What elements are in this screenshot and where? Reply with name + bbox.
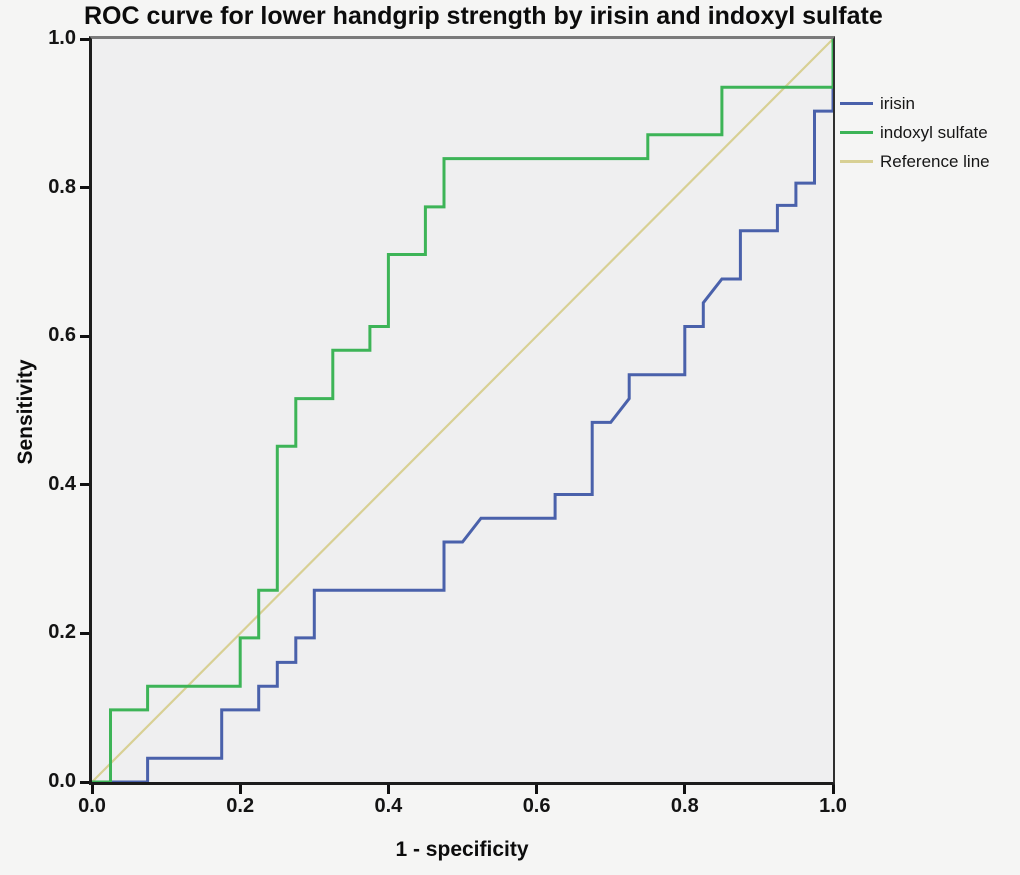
y-tick-label: 0.6	[48, 324, 76, 347]
y-tick-label: 1.0	[48, 27, 76, 49]
x-tick-label: 0.6	[522, 795, 551, 817]
x-tick-label: 0.0	[78, 795, 106, 817]
y-tick-label: 0.2	[48, 621, 76, 644]
y-tick-mark	[80, 37, 89, 41]
y-tick-mark	[80, 186, 89, 190]
x-tick-mark	[535, 785, 539, 794]
x-tick-mark	[238, 785, 242, 794]
legend-label-indoxyl-sulfate: indoxyl sulfate	[880, 122, 988, 142]
y-tick-mark	[80, 780, 89, 784]
x-tick-label: 0.2	[226, 795, 255, 817]
series-irisin	[92, 39, 833, 782]
legend-item-indoxyl-sulfate: indoxyl sulfate	[840, 118, 990, 147]
legend-item-reference-line: Reference line	[840, 147, 990, 176]
x-axis-label: 1 - specificity	[395, 838, 529, 861]
roc-plot-area	[89, 36, 835, 785]
x-tick-label: 0.8	[670, 795, 699, 817]
x-tick-mark	[90, 785, 94, 794]
x-tick-mark	[831, 785, 835, 794]
legend-label-reference-line: Reference line	[880, 151, 990, 171]
legend-line-swatch-reference-line	[840, 160, 873, 163]
x-tick-mark	[386, 785, 390, 794]
series-reference-line	[92, 39, 833, 782]
legend-line-swatch-irisin	[840, 102, 873, 105]
legend: irisin indoxyl sulfate Reference line	[840, 89, 990, 176]
series-indoxyl-sulfate	[92, 39, 833, 782]
y-tick-label: 0.4	[48, 472, 76, 495]
legend-label-irisin: irisin	[880, 93, 915, 113]
y-tick-mark	[80, 334, 89, 338]
chart-title: ROC curve for lower handgrip strength by…	[84, 2, 883, 30]
y-tick-mark	[80, 483, 89, 487]
x-tick-label: 1.0	[819, 795, 847, 817]
y-axis-label: Sensitivity	[14, 359, 37, 465]
y-tick-mark	[80, 631, 89, 635]
roc-plot-svg	[92, 39, 833, 782]
x-tick-mark	[683, 785, 687, 794]
y-tick-label: 0.0	[48, 770, 76, 792]
y-tick-label: 0.8	[48, 175, 76, 198]
x-tick-label: 0.4	[374, 795, 403, 817]
legend-line-swatch-indoxyl-sulfate	[840, 131, 873, 134]
legend-item-irisin: irisin	[840, 89, 990, 118]
